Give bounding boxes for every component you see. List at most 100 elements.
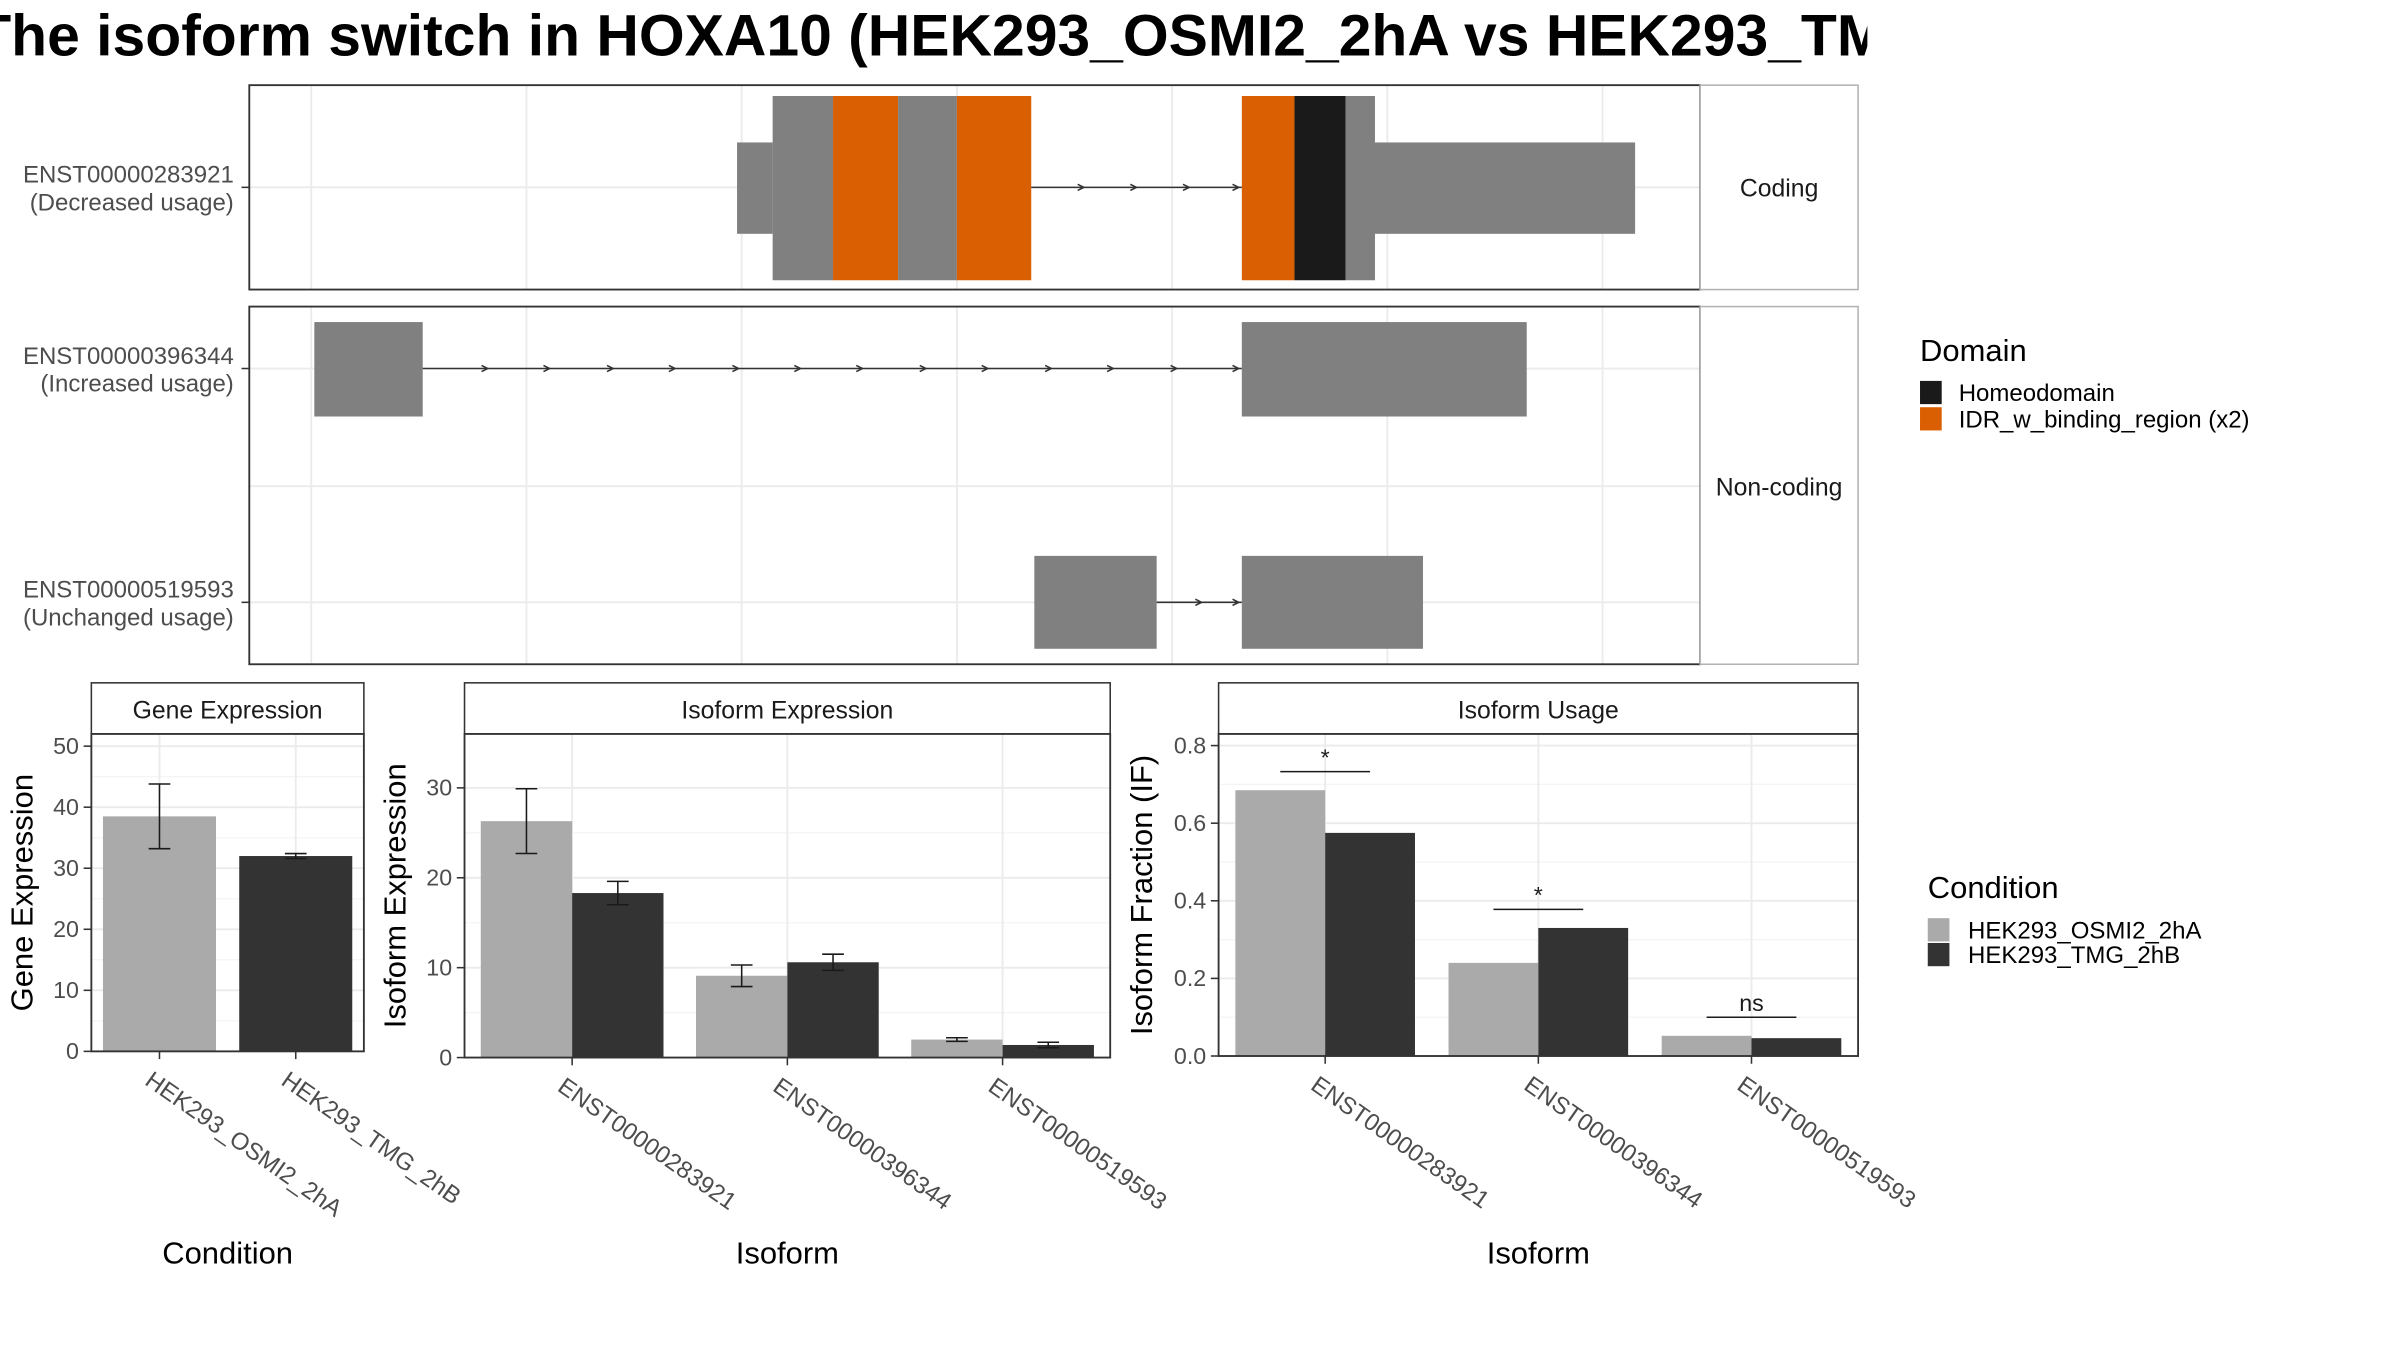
significance-label: * xyxy=(1534,882,1543,908)
intron-arrow xyxy=(1232,183,1241,192)
y-tick-label: 0.8 xyxy=(1174,732,1206,758)
domain-homeodomain xyxy=(1294,96,1346,281)
y-axis-title: Isoform Fraction (IF) xyxy=(1124,755,1159,1035)
panel-border xyxy=(90,733,365,1053)
domain-legend-label: Homeodomain xyxy=(1959,380,2115,407)
x-tick-label: ENST00000519593 xyxy=(983,1073,1171,1216)
intron-arrow xyxy=(543,364,552,373)
isoform-expression-chart: Isoform Expression 0 10 20 30 ENST00000283921… xyxy=(378,682,1172,1270)
x-tick-label: ENST00000283921 xyxy=(1306,1071,1494,1214)
bar xyxy=(1235,790,1326,1057)
intron-arrow xyxy=(732,364,741,373)
bar xyxy=(696,975,788,1058)
domain-idr xyxy=(1241,96,1295,281)
bar xyxy=(1538,927,1629,1057)
y-tick-label: 0.0 xyxy=(1174,1043,1206,1069)
facet-strip xyxy=(1699,84,1859,291)
condition-legend-swatch xyxy=(1927,942,1950,967)
exon-cds xyxy=(898,96,957,281)
panel-strip xyxy=(1217,682,1859,735)
bar xyxy=(1751,1038,1842,1057)
x-axis-title: Isoform xyxy=(736,1235,839,1270)
exon-cds xyxy=(772,96,834,281)
exon-utr xyxy=(737,142,773,234)
condition-legend-label: HEK293_TMG_2hB xyxy=(1968,942,2180,969)
y-tick-label: 0 xyxy=(66,1038,79,1064)
transcript-id-label: ENST00000519593 xyxy=(23,577,234,604)
y-axis-title: Gene Expression xyxy=(5,774,40,1011)
y-tick-label: 10 xyxy=(53,977,79,1003)
intron-arrow xyxy=(1170,364,1179,373)
intron-arrow xyxy=(1182,183,1191,192)
significance-label: * xyxy=(1321,744,1330,770)
intron-arrow xyxy=(793,364,803,373)
significance-label: ns xyxy=(1739,990,1764,1016)
domain-legend-label: IDR_w_binding_region (x2) xyxy=(1959,406,2250,433)
y-tick-label: 20 xyxy=(426,865,452,891)
transcript-usage-label: (Unchanged usage) xyxy=(23,605,234,632)
isoform-usage-chart: Isoform Usage 0.0 0.2 0.4 0.6 0.8 * * ns ENST0000… xyxy=(1124,682,1920,1270)
x-tick-label: ENST00000283921 xyxy=(553,1073,741,1216)
plot-title: The isoform switch in HOXA10 (HEK293_OSM… xyxy=(0,4,1867,70)
exon xyxy=(1241,322,1527,417)
intron-arrow xyxy=(1044,364,1054,373)
y-tick-label: 10 xyxy=(426,954,452,980)
title-container: The isoform switch in HOXA10 (HEK293_OSM… xyxy=(0,0,1867,81)
intron-arrow xyxy=(1106,364,1116,373)
bar xyxy=(572,893,664,1058)
y-tick-label: 20 xyxy=(53,916,79,942)
bar xyxy=(911,1039,1003,1058)
bar xyxy=(480,821,573,1058)
intron-arrow xyxy=(1195,598,1204,607)
transcript-id-label: ENST00000396344 xyxy=(23,343,234,370)
y-tick-label: 0 xyxy=(439,1044,452,1070)
gene-expression-chart: Gene Expression01020304050HEK293_OSMI2_2… xyxy=(5,682,466,1270)
facet-label-noncoding: Non-coding xyxy=(1716,474,1843,501)
intron-arrow xyxy=(481,364,490,373)
x-tick-label: ENST00000396344 xyxy=(768,1073,956,1216)
bar xyxy=(1448,962,1539,1057)
transcript-usage-label: (Decreased usage) xyxy=(30,190,234,217)
x-tick-label: ENST00000519593 xyxy=(1732,1071,1920,1214)
intron-arrow xyxy=(606,364,615,373)
intron-arrow xyxy=(1129,183,1139,192)
y-tick-label: 0.6 xyxy=(1174,810,1206,836)
panel-title: Isoform Usage xyxy=(1458,697,1619,724)
exon-cds xyxy=(1345,96,1375,281)
domain-idr xyxy=(956,96,1032,281)
bar xyxy=(1002,1044,1094,1058)
exon-utr xyxy=(1374,142,1636,234)
transcript-usage-label: (Increased usage) xyxy=(40,371,233,398)
x-axis-title: Isoform xyxy=(1487,1235,1590,1270)
exon xyxy=(1241,555,1423,649)
exon xyxy=(314,322,423,417)
intron-arrow xyxy=(919,364,928,373)
bar xyxy=(102,816,217,1052)
condition-legend-title: Condition xyxy=(1928,870,2059,905)
domain-legend-title: Domain xyxy=(1920,333,2027,368)
y-tick-label: 30 xyxy=(53,855,79,881)
intron-arrow xyxy=(1232,364,1241,373)
condition-legend-label: HEK293_OSMI2_2hA xyxy=(1968,917,2201,944)
intron-arrow xyxy=(1077,183,1086,192)
y-axis-title: Isoform Expression xyxy=(378,763,413,1028)
bar xyxy=(1661,1035,1752,1057)
y-tick-label: 40 xyxy=(53,794,79,820)
transcript-id-label: ENST00000283921 xyxy=(23,162,234,189)
domain-legend-swatch xyxy=(1920,407,1942,431)
y-tick-label: 50 xyxy=(53,733,79,759)
intron-arrow xyxy=(855,364,865,373)
panel-strip xyxy=(90,682,365,735)
panel-title: Gene Expression xyxy=(133,697,323,724)
bar xyxy=(787,962,879,1058)
exon xyxy=(1034,555,1157,649)
bar xyxy=(239,856,353,1052)
facet-label-coding: Coding xyxy=(1740,176,1818,203)
domain-legend-swatch xyxy=(1920,380,1942,405)
y-tick-label: 0.4 xyxy=(1174,888,1206,914)
intron-arrow xyxy=(668,364,677,373)
bar xyxy=(1325,832,1415,1057)
panel-title: Isoform Expression xyxy=(681,697,893,724)
